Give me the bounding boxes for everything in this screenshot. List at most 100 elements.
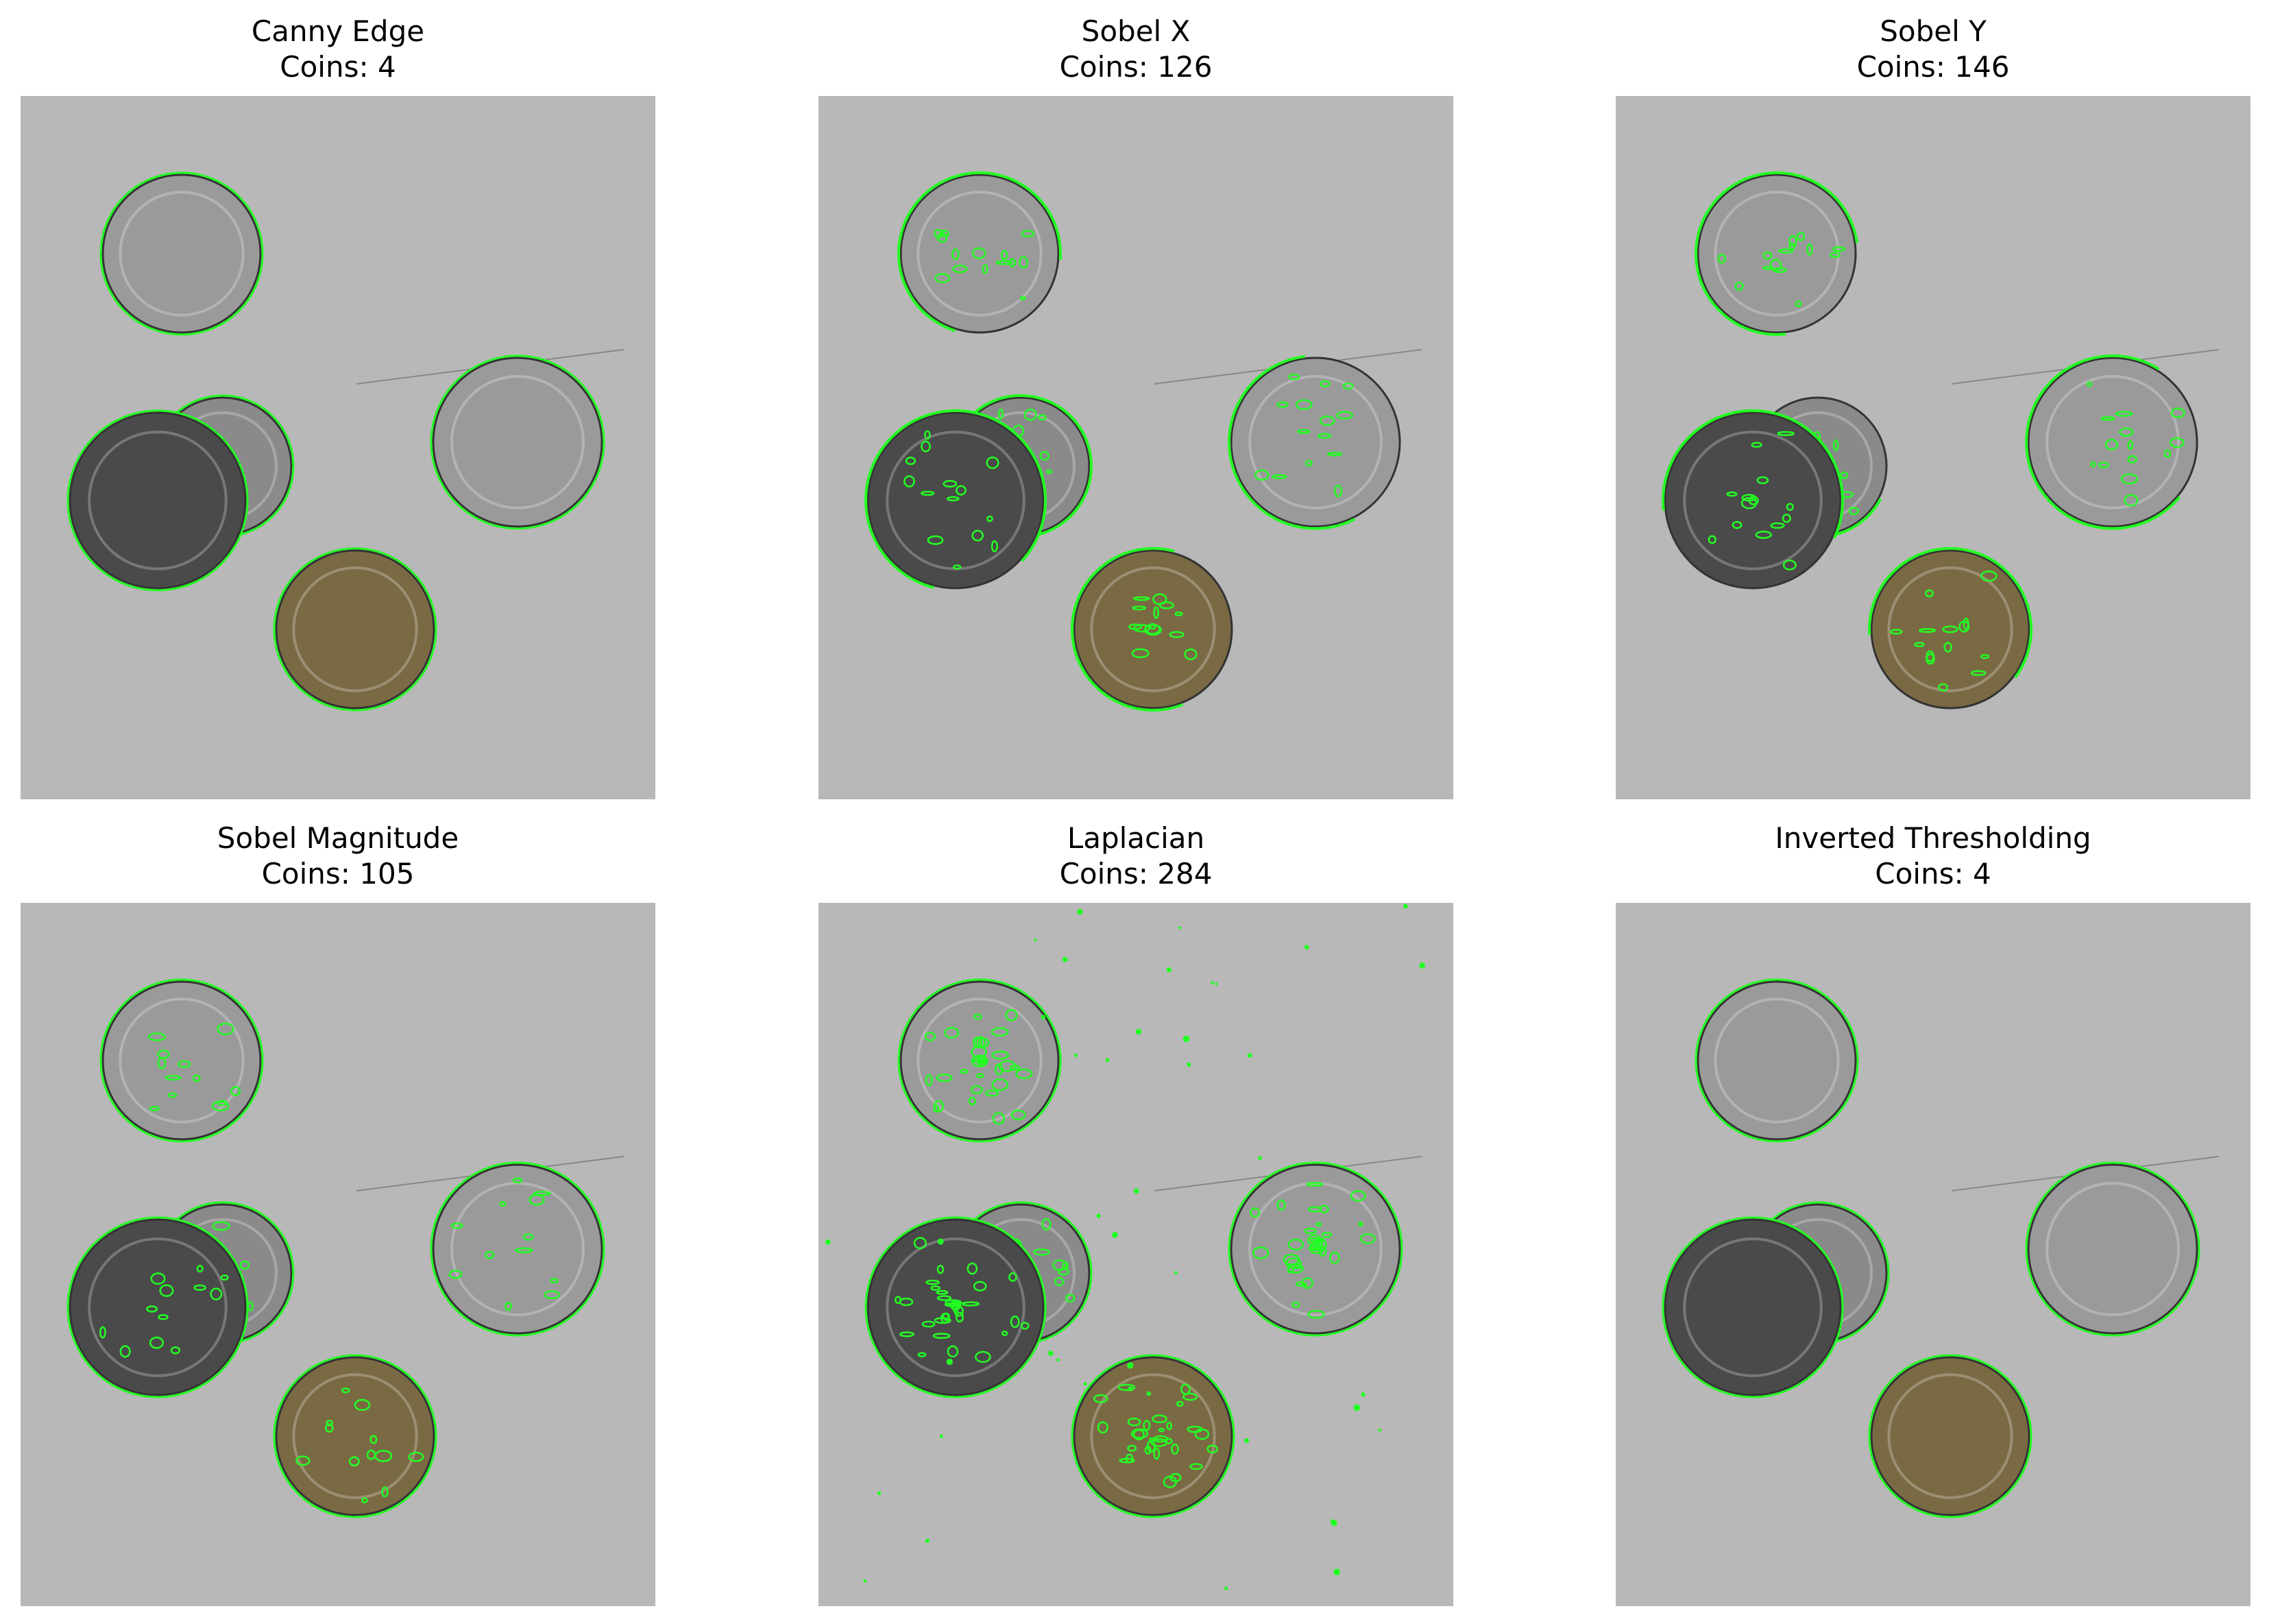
- spurious-contour: [971, 1045, 987, 1058]
- coin-right: [2027, 1163, 2198, 1335]
- spurious-contour: [2086, 381, 2093, 387]
- spurious-contour: [903, 475, 915, 487]
- spurious-contour: [1152, 1414, 1167, 1424]
- spurious-contour: [295, 1455, 311, 1466]
- spurious-contour: [1041, 1218, 1052, 1231]
- spurious-contour: [947, 1345, 959, 1358]
- detected-contour: [99, 978, 264, 1143]
- detected-contour: [1071, 1354, 1235, 1518]
- spurious-contour: [1943, 642, 1952, 653]
- panel-title: Sobel X: [1081, 14, 1191, 48]
- spurious-contour: [1328, 1251, 1340, 1264]
- spurious-contour: [936, 232, 948, 243]
- spurious-contour: [1751, 441, 1762, 448]
- spurious-contour: [177, 1060, 191, 1068]
- spurious-contour: [1119, 1457, 1135, 1464]
- spurious-contour: [1304, 1227, 1318, 1235]
- spurious-contour: [1169, 631, 1185, 638]
- spurious-contour: [1806, 243, 1813, 256]
- spurious-contour: [991, 1027, 1009, 1037]
- spurious-contour: [975, 1073, 985, 1078]
- detected-contour: [1868, 1354, 2033, 1518]
- spurious-contour: [1918, 628, 1937, 633]
- panel-coin-count: Coins: 146: [1856, 50, 2010, 84]
- coin-inner-rim: [88, 1237, 228, 1377]
- spurious-contour: [1726, 491, 1738, 497]
- detected-contour: [1662, 1216, 1844, 1398]
- spurious-contour: [1127, 1417, 1141, 1427]
- panel-title: Sobel Y: [1880, 14, 1987, 48]
- noise-speck: [1034, 938, 1037, 942]
- spurious-contour: [1848, 507, 1860, 516]
- detected-contour-arc: [1228, 354, 1356, 530]
- spurious-contour: [1189, 1463, 1203, 1470]
- spurious-contour: [533, 1191, 551, 1196]
- noise-speck: [1166, 967, 1172, 973]
- spurious-contour: [1924, 589, 1934, 598]
- spurious-contour: [925, 1279, 940, 1285]
- spurious-contour: [2115, 411, 2133, 417]
- spurious-contour: [1832, 246, 1846, 252]
- spurious-contour: [991, 1078, 1008, 1091]
- spurious-contour: [1283, 1253, 1300, 1265]
- detected-contour-arc: [1868, 547, 2033, 679]
- noise-speck: [1361, 1392, 1366, 1397]
- spurious-contour: [991, 540, 998, 553]
- noise-speck: [1105, 1058, 1110, 1063]
- spurious-contour: [1038, 414, 1047, 421]
- spurious-contour: [220, 1274, 229, 1281]
- coin-inner-rim: [1714, 997, 1840, 1124]
- spurious-contour: [170, 1346, 181, 1355]
- coin-inner-rim: [292, 566, 418, 692]
- spurious-contour: [2124, 494, 2139, 507]
- spurious-contour: [2119, 427, 2134, 437]
- spurious-contour: [1942, 625, 1958, 633]
- coin-top: [101, 173, 262, 334]
- spurious-contour: [961, 1301, 980, 1307]
- spurious-contour: [544, 1290, 560, 1300]
- spurious-contour: [1132, 605, 1147, 611]
- spurious-contour: [1252, 1246, 1270, 1259]
- panel-sobel-x: Sobel X Coins: 126: [818, 14, 1453, 799]
- spurious-contour: [975, 1350, 991, 1364]
- spurious-contour: [952, 265, 968, 274]
- spurious-contour: [2089, 461, 2096, 468]
- spurious-contour: [1009, 1065, 1021, 1071]
- spurious-contour: [1187, 1425, 1203, 1433]
- coin-inner-rim: [119, 997, 245, 1124]
- spurious-contour: [1174, 611, 1183, 616]
- spurious-contour: [1740, 496, 1758, 509]
- noise-speck: [925, 1538, 930, 1543]
- coin-image: [818, 96, 1453, 799]
- spurious-contour: [1958, 620, 1970, 633]
- detected-contour: [1228, 1161, 1403, 1337]
- detected-contour: [430, 1161, 605, 1337]
- spurious-contour: [933, 1104, 940, 1113]
- spurious-contour: [1132, 596, 1150, 601]
- spurious-contour: [1032, 1248, 1050, 1256]
- spurious-contour: [1130, 1428, 1149, 1439]
- spurious-contour: [448, 1270, 463, 1279]
- spurious-contour: [1297, 429, 1311, 434]
- spurious-contour: [992, 1112, 1006, 1125]
- spurious-contour: [1171, 1443, 1179, 1455]
- panel-coin-count: Coins: 4: [1875, 857, 1991, 890]
- spurious-contour: [984, 1089, 999, 1097]
- spurious-contour: [986, 516, 993, 522]
- spurious-contour: [936, 1074, 953, 1082]
- noise-speck: [1258, 1156, 1263, 1161]
- spurious-contour: [924, 1032, 936, 1041]
- spurious-contour: [148, 1032, 167, 1041]
- spurious-contour: [927, 535, 944, 545]
- spurious-contour: [1315, 1239, 1327, 1251]
- coin-image: [21, 96, 655, 799]
- spurious-contour: [149, 1336, 164, 1349]
- detected-contour-arc: [1662, 409, 1844, 539]
- coin-image-svg: [1616, 903, 2250, 1606]
- spurious-contour: [955, 485, 967, 496]
- spurious-contour: [1708, 535, 1716, 544]
- spurious-contour: [324, 1423, 334, 1433]
- spurious-contour: [936, 1295, 951, 1301]
- panel-coin-count: Coins: 4: [280, 50, 396, 84]
- noise-speck: [1302, 1282, 1307, 1287]
